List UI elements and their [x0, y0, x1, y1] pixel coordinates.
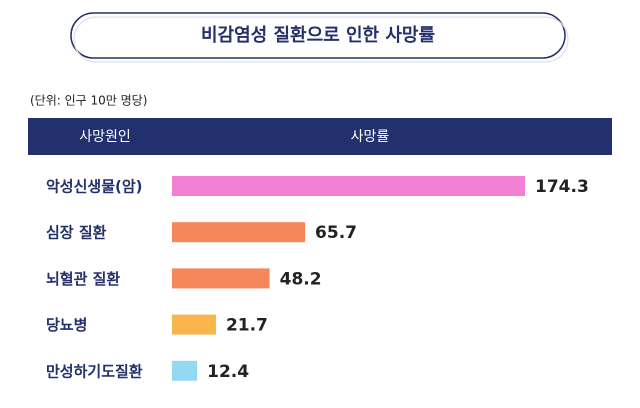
value-label: 21.7 — [226, 316, 268, 336]
header-bar — [28, 118, 612, 155]
unit-note: (단위: 인구 10만 명당) — [30, 94, 147, 108]
category-label: 뇌혈관 질환 — [46, 270, 120, 288]
category-label: 만성하기도질환 — [46, 362, 143, 380]
category-label: 악성신생물(암) — [46, 178, 143, 196]
value-label: 65.7 — [315, 223, 357, 243]
value-label: 48.2 — [280, 269, 322, 289]
bar — [172, 176, 525, 196]
category-label: 심장 질환 — [46, 224, 107, 242]
bar — [172, 268, 270, 289]
bar — [172, 314, 216, 335]
bar — [172, 222, 306, 243]
value-label: 12.4 — [207, 362, 249, 382]
title-shadow — [73, 16, 569, 63]
value-label: 174.3 — [535, 177, 589, 197]
bar — [172, 360, 198, 381]
chart-title: 비감염성 질환으로 인한 사망률 — [201, 24, 435, 46]
title-pill — [70, 12, 566, 59]
header-rate: 사망률 — [351, 129, 390, 145]
category-label: 당뇨병 — [46, 316, 87, 334]
header-cause: 사망원인 — [79, 129, 131, 145]
